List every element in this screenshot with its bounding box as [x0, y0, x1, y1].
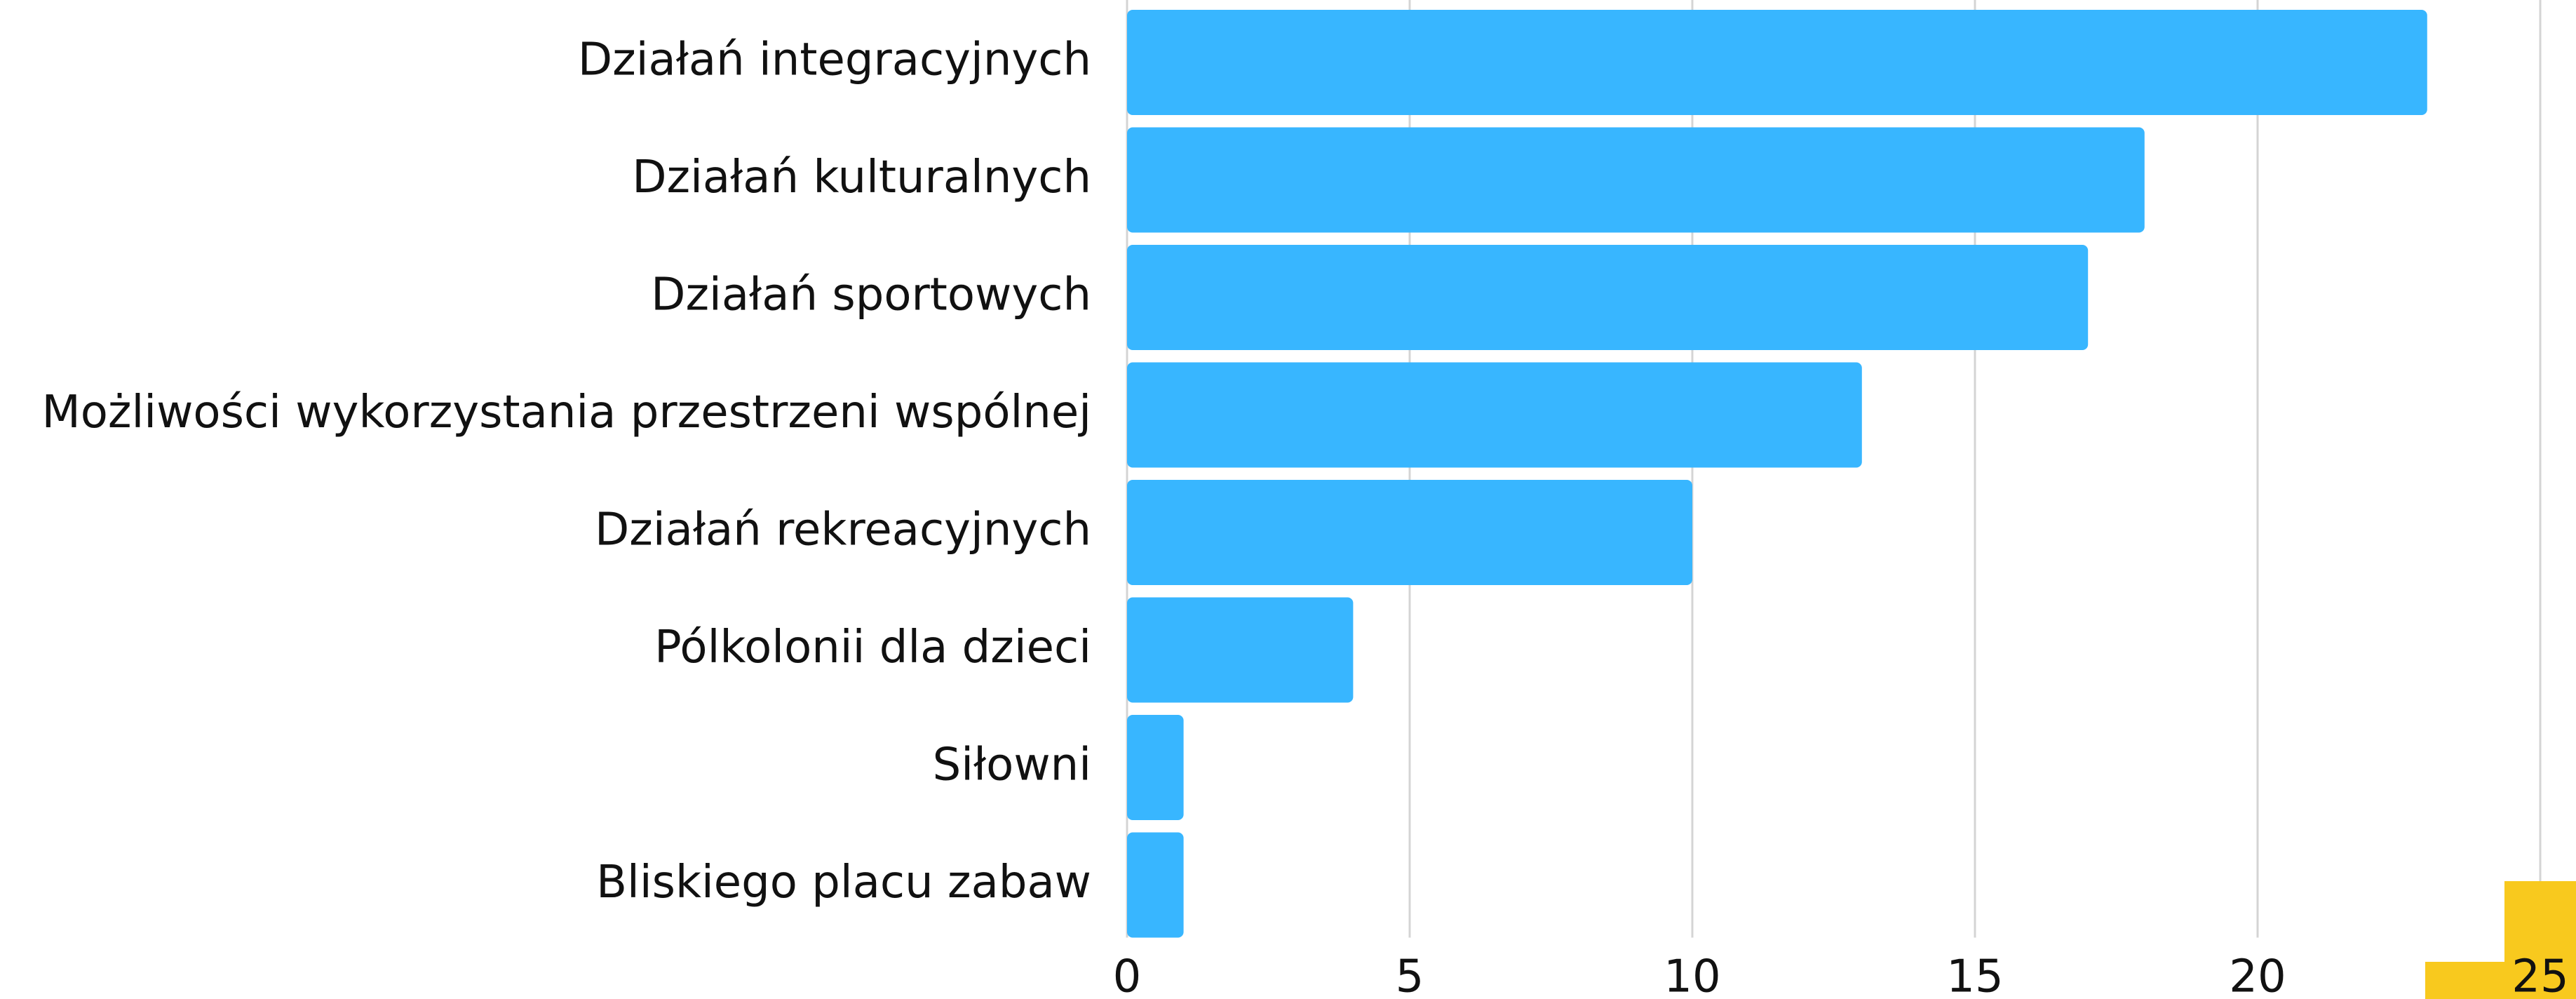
bar — [1127, 597, 1354, 703]
y-tick-label: Działań kulturalnych — [632, 152, 1091, 203]
bar — [1127, 127, 2145, 233]
bar — [1127, 832, 1184, 938]
x-tick-label: 5 — [1396, 951, 1424, 999]
x-tick-label: 0 — [1113, 951, 1142, 999]
x-tick-label: 20 — [2229, 951, 2286, 999]
bar — [1127, 480, 1692, 585]
y-tick-label: Działań sportowych — [651, 269, 1091, 321]
bar — [1127, 362, 1862, 468]
y-tick-label: Pólkolonii dla dzieci — [654, 622, 1091, 673]
x-tick-label: 15 — [1946, 951, 2003, 999]
x-tick-label: 25 — [2511, 951, 2568, 999]
x-tick-label: 10 — [1664, 951, 1720, 999]
corner-decoration — [2425, 881, 2576, 999]
y-tick-label: Działań integracyjnych — [578, 34, 1091, 86]
y-tick-label: Siłowni — [933, 739, 1091, 791]
bar — [1127, 245, 2089, 350]
bar — [1127, 10, 2427, 115]
plot: 0 5 10 15 20 25 Działań integracyjnych Działań … — [42, 10, 2569, 999]
y-tick-label: Bliskiego placu zabaw — [596, 857, 1091, 909]
y-tick-label: Działań rekreacyjnych — [595, 504, 1091, 556]
bar — [1127, 715, 1184, 820]
y-tick-label: Możliwości wykorzystania przestrzeni wsp… — [42, 387, 1091, 438]
